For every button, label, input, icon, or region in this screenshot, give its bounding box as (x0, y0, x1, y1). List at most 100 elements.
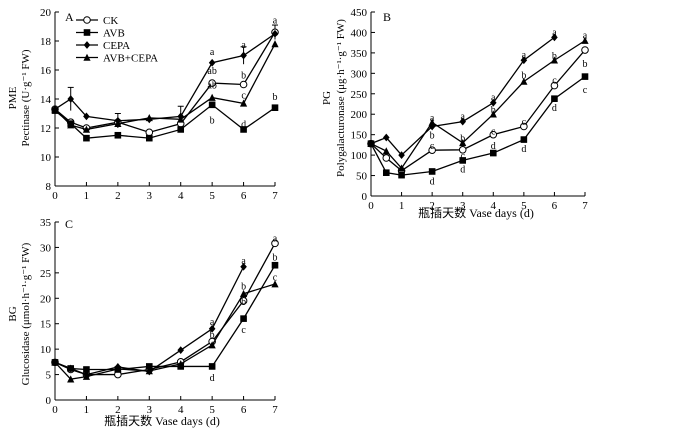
panel-b-point-ck (550, 81, 559, 90)
panel-c-point-avb (145, 363, 153, 370)
panel-c-ytick-label: 30 (40, 242, 52, 254)
panel-a-point-avb-cepa (145, 114, 153, 122)
panel-b-xtick-label: 1 (399, 200, 405, 212)
panel-b-ytick-label: 350 (351, 48, 368, 60)
panel-a-ytick-label: 12 (40, 123, 51, 135)
panel-b-series-avb-line (370, 76, 586, 176)
panel-b-significance-letter: a (522, 50, 527, 61)
panel-b-point-avb (581, 73, 589, 80)
panel-b-point-avb-cepa (489, 110, 497, 118)
panel-c-significance-letter: b (273, 253, 278, 264)
panel-b-ytick-label: 250 (351, 89, 368, 101)
panel-a-point-avb (208, 101, 216, 109)
panel-a-xtick-label: 4 (178, 190, 184, 202)
panel-a-ytick-label: 18 (40, 36, 52, 48)
panel-c-ytick-label: 5 (46, 370, 52, 382)
panel-a-significance-letter: b (241, 70, 246, 81)
panel-b-point-cepa (551, 33, 558, 42)
panel-a-point-ck (239, 80, 248, 89)
panel-a-point-avb-cepa (177, 115, 185, 123)
panel-b-label: B (383, 10, 391, 24)
panel-b-ytick-label: 0 (362, 191, 368, 203)
panel-b-point-avb-cepa (581, 36, 589, 44)
panel-a-point-avb-cepa (239, 99, 248, 107)
legend-marker-avb-cepa (83, 53, 91, 61)
panel-b-significance-letter: c (522, 117, 527, 128)
legend-marker-cepa (83, 41, 91, 49)
panel-a-xtick-label: 7 (272, 190, 278, 202)
panel-c-significance-letter: a (241, 256, 246, 267)
panel-c-point-avb-cepa (145, 367, 153, 375)
panel-b-point-avb (520, 136, 528, 143)
panel-a-significance-letter: ab (207, 66, 216, 77)
panel-a-point-avb (145, 134, 153, 142)
panel-c-significance-letter: c (273, 272, 278, 283)
panel-a-significance-letter: d (241, 120, 246, 131)
panel-b-significance-letter: d (491, 141, 496, 152)
panel-b-significance-letter: c (460, 151, 465, 162)
panel-a-point-cepa (83, 112, 90, 121)
panel-b-point-avb-cepa (397, 164, 406, 172)
panel-c-point-avb-cepa (67, 375, 75, 383)
panel-b-ytick-label: 300 (351, 68, 368, 80)
panel-a-significance-letter: b (210, 115, 215, 126)
panel-b-significance-letter: c (552, 75, 557, 86)
panel-a-xtick-label: 2 (115, 190, 121, 202)
panel-b-point-avb (551, 95, 558, 102)
panel-a-ylabel-line2: Pectinase (U·g⁻¹ FW) (20, 49, 32, 146)
panel-a-xtick-label: 5 (209, 190, 215, 202)
legend-label: CEPA (103, 40, 130, 52)
panel-a-point-avb-cepa (67, 121, 75, 129)
panel-b-point-avb-cepa (367, 139, 375, 147)
legend-label: CK (103, 15, 118, 27)
panel-b-series-cepa-line (370, 36, 555, 157)
legend-label: AVB (103, 28, 125, 40)
panel-a-ytick-label: 20 (40, 7, 52, 19)
panel-c-point-avb (208, 363, 216, 370)
panel-a-point-avb (240, 126, 247, 133)
panel-b-point-cepa (489, 98, 497, 107)
panel-a-ytick-label: 16 (40, 65, 52, 77)
panel-b-point-cepa (459, 117, 467, 126)
panel-c-point-cepa (177, 346, 185, 355)
panel-b-ytick-label: 50 (356, 171, 368, 183)
panel-a-xtick-label: 0 (52, 190, 58, 202)
legend-marker-ck (83, 16, 91, 24)
panel-b-point-avb-cepa (520, 77, 528, 85)
panel-b-significance-letter: a (491, 93, 496, 104)
panel-b-point-ck (581, 46, 589, 54)
panel-b-significance-letter: d (430, 176, 435, 187)
panel-c-ytick-label: 20 (40, 293, 52, 305)
panel-c-point-avb-cepa (208, 341, 216, 349)
panel-c-significance-letter: b (210, 330, 215, 341)
panel-a-xtick-label: 3 (147, 190, 153, 202)
panel-b-point-avb (428, 168, 436, 175)
panel-c-xtick-label: 5 (209, 404, 215, 416)
panel-b-ylabel-line2: Polygalacturonase (μg·h⁻¹·g⁻¹ FW) (335, 19, 347, 177)
panel-b-significance-letter: b (430, 131, 435, 142)
panel-b-significance-letter: a (552, 28, 557, 39)
panel-a-point-avb (83, 134, 90, 142)
panel-b-significance-letter: b (583, 59, 588, 70)
panel-c-significance-letter: b (241, 282, 246, 293)
panel-b-xtick-label: 3 (460, 200, 466, 212)
panel-c-ylabel-line1: BG (7, 306, 19, 321)
panel-a-label: A (65, 10, 74, 24)
panel-b-point-avb (398, 171, 405, 179)
legend-marker-avb (83, 29, 91, 36)
panel-c-point-avb (271, 261, 279, 269)
panel-c-significance-letter: a (210, 317, 215, 328)
panel-b-point-avb (489, 149, 497, 157)
panel-c-xtick-label: 7 (272, 404, 278, 416)
panel-b-significance-letter: c (583, 85, 588, 96)
panel-b-significance-letter: b (552, 51, 557, 62)
panel-b-xaxis-caption: 瓶插天数 Vase days (d) (418, 205, 534, 220)
panel-a-point-ck (208, 79, 216, 87)
panel-a-significance-letter: a (273, 15, 278, 26)
panel-c-xtick-label: 6 (241, 404, 247, 416)
panel-a-significance-letter: ab (207, 81, 216, 92)
panel-b-point-avb (382, 169, 390, 176)
panel-c-point-avb-cepa (177, 360, 185, 368)
panel-a-point-avb-cepa (271, 40, 279, 48)
